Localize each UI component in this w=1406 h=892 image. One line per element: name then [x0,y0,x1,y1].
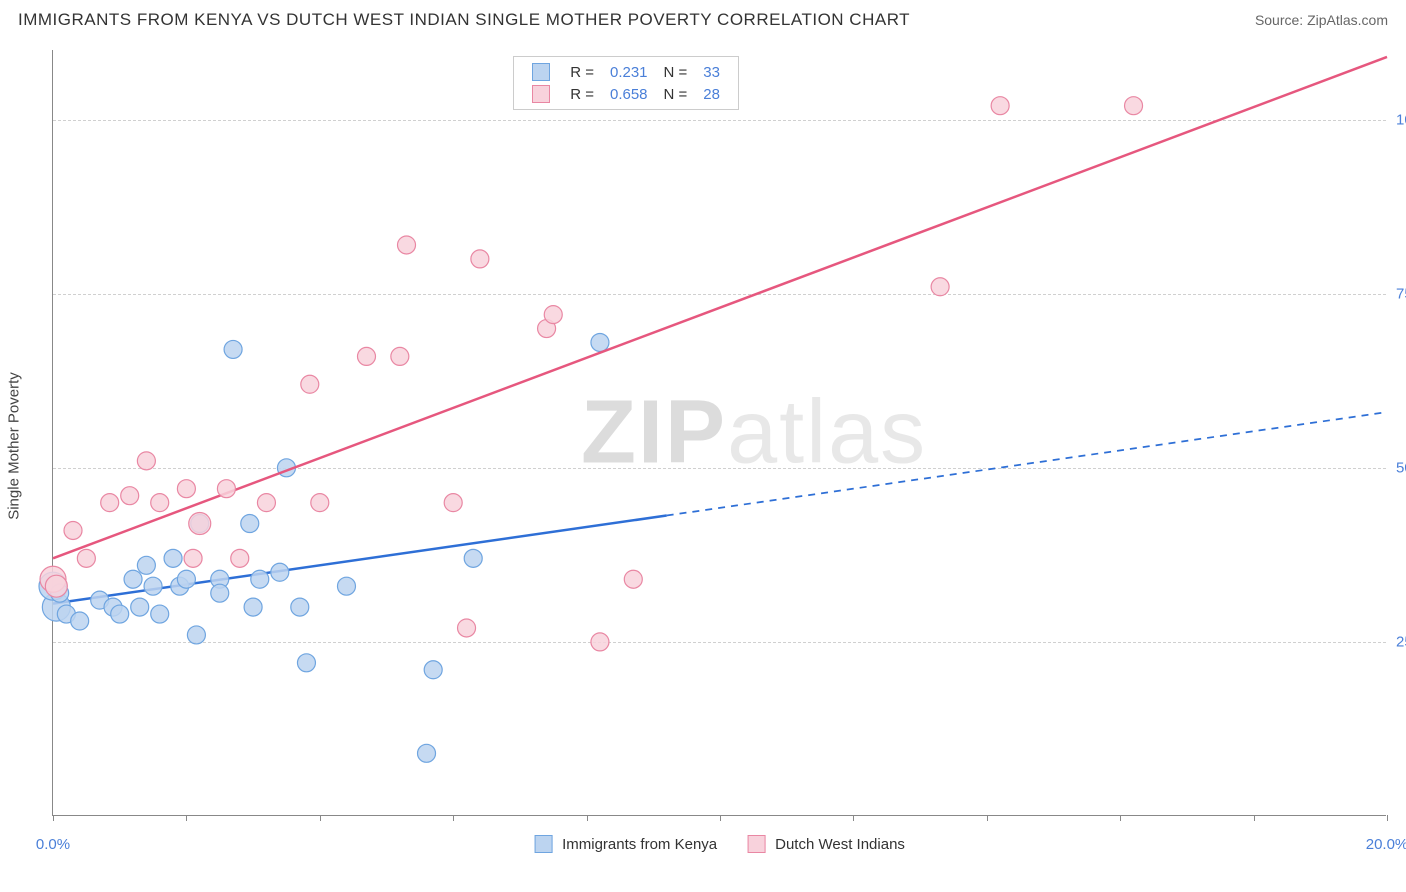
regression-line-dwi [53,57,1387,558]
chart-plot-area: ZIPatlas R = 0.231 N = 33 R = 0.658 N = … [52,50,1386,816]
xtick [53,815,54,821]
data-point-kenya [211,584,229,602]
xtick [987,815,988,821]
xtick [1120,815,1121,821]
data-point-kenya [124,570,142,588]
ytick-label: 25.0% [1396,633,1406,650]
data-point-dwi [217,480,235,498]
data-point-kenya [111,605,129,623]
n-label: N = [656,61,696,83]
data-point-kenya [244,598,262,616]
data-point-kenya [137,556,155,574]
legend-series-names: Immigrants from Kenya Dutch West Indians [534,835,905,853]
data-point-dwi [189,513,211,535]
data-point-dwi [257,494,275,512]
data-point-kenya [151,605,169,623]
ytick-label: 75.0% [1396,285,1406,302]
chart-title: IMMIGRANTS FROM KENYA VS DUTCH WEST INDI… [18,10,910,30]
xtick [186,815,187,821]
data-point-dwi [45,575,67,597]
n-label: N = [656,83,696,105]
r-value-dwi: 0.658 [602,83,656,105]
data-point-dwi [624,570,642,588]
data-point-dwi [137,452,155,470]
data-point-dwi [311,494,329,512]
data-point-kenya [177,570,195,588]
xtick [587,815,588,821]
legend-correlation-box: R = 0.231 N = 33 R = 0.658 N = 28 [513,56,739,110]
swatch-dwi [532,85,550,103]
data-point-dwi [77,549,95,567]
data-point-kenya [337,577,355,595]
data-point-kenya [251,570,269,588]
data-point-dwi [1125,97,1143,115]
xtick-label: 20.0% [1366,836,1406,853]
data-point-dwi [391,347,409,365]
data-point-dwi [121,487,139,505]
data-point-dwi [184,549,202,567]
data-point-dwi [64,521,82,539]
data-point-kenya [271,563,289,581]
scatter-svg [53,50,1386,815]
data-point-kenya [464,549,482,567]
data-point-kenya [164,549,182,567]
data-point-kenya [297,654,315,672]
series-name-dwi: Dutch West Indians [775,836,905,853]
data-point-dwi [177,480,195,498]
legend-table: R = 0.231 N = 33 R = 0.658 N = 28 [524,61,728,105]
r-label: R = [562,83,602,105]
xtick [320,815,321,821]
data-point-kenya [131,598,149,616]
data-point-kenya [418,744,436,762]
legend-item-kenya: Immigrants from Kenya [534,835,717,853]
data-point-kenya [71,612,89,630]
data-point-kenya [144,577,162,595]
n-value-dwi: 28 [695,83,728,105]
regression-line-dashed-kenya [667,412,1387,515]
data-point-dwi [101,494,119,512]
data-point-dwi [471,250,489,268]
data-point-dwi [398,236,416,254]
data-point-dwi [357,347,375,365]
xtick [720,815,721,821]
data-point-dwi [591,633,609,651]
xtick [853,815,854,821]
data-point-dwi [458,619,476,637]
ytick-label: 50.0% [1396,459,1406,476]
chart-header: IMMIGRANTS FROM KENYA VS DUTCH WEST INDI… [0,0,1406,36]
r-label: R = [562,61,602,83]
data-point-dwi [231,549,249,567]
data-point-dwi [991,97,1009,115]
data-point-kenya [187,626,205,644]
r-value-kenya: 0.231 [602,61,656,83]
chart-source: Source: ZipAtlas.com [1255,12,1388,28]
swatch-kenya-icon [534,835,552,853]
data-point-dwi [544,306,562,324]
swatch-dwi-icon [747,835,765,853]
data-point-dwi [444,494,462,512]
xtick-label: 0.0% [36,836,70,853]
legend-row-kenya: R = 0.231 N = 33 [524,61,728,83]
xtick [1254,815,1255,821]
data-point-dwi [151,494,169,512]
xtick [453,815,454,821]
data-point-kenya [241,515,259,533]
legend-row-dwi: R = 0.658 N = 28 [524,83,728,105]
xtick [1387,815,1388,821]
ytick-label: 100.0% [1396,111,1406,128]
data-point-kenya [291,598,309,616]
n-value-kenya: 33 [695,61,728,83]
data-point-kenya [424,661,442,679]
data-point-kenya [591,333,609,351]
data-point-dwi [301,375,319,393]
series-name-kenya: Immigrants from Kenya [562,836,717,853]
y-axis-label: Single Mother Poverty [6,372,23,520]
data-point-dwi [931,278,949,296]
data-point-kenya [224,340,242,358]
swatch-kenya [532,63,550,81]
legend-item-dwi: Dutch West Indians [747,835,905,853]
